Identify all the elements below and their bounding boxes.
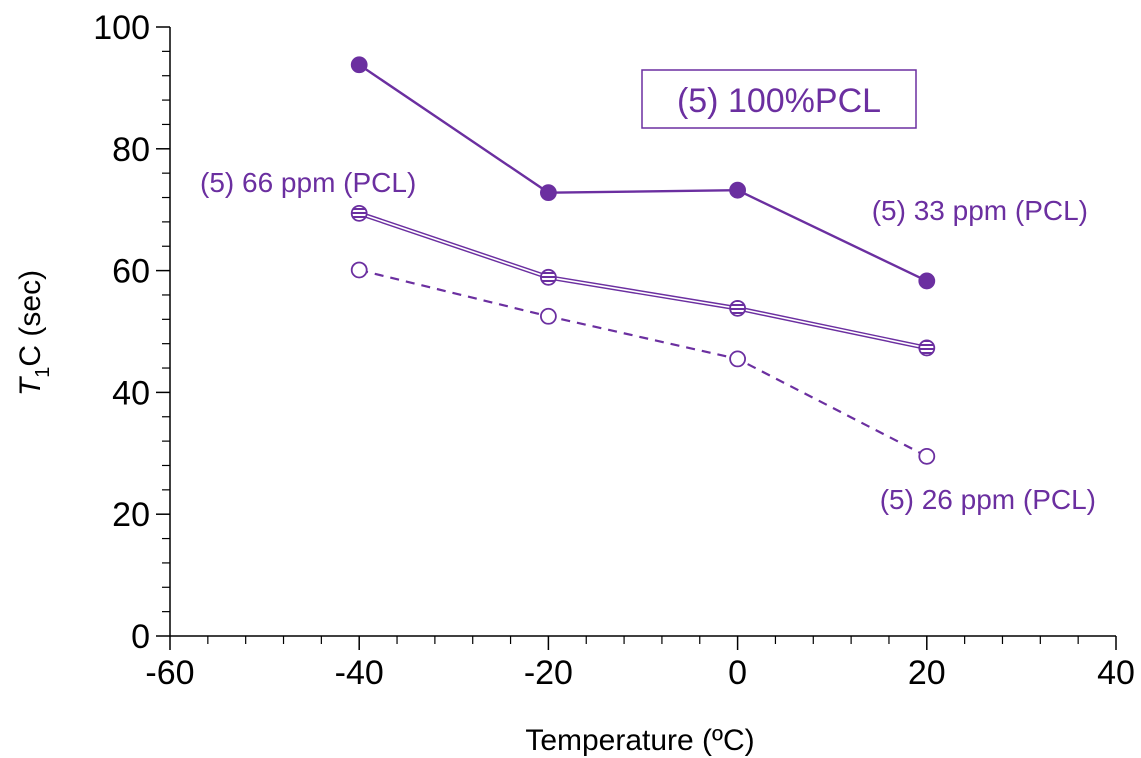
x-axis-title: Temperature (ºC) — [525, 724, 754, 757]
x-tick-label: 40 — [1097, 654, 1135, 692]
x-tick-label: -20 — [524, 654, 573, 692]
data-point — [350, 56, 368, 74]
x-tick-label: -60 — [145, 654, 194, 692]
x-tick-label: 0 — [728, 654, 747, 692]
data-point — [918, 339, 936, 357]
axes — [156, 26, 1117, 650]
y-tick-label: 40 — [112, 374, 150, 412]
data-point — [729, 181, 746, 199]
series-label-2: (5) 66 ppm (PCL) — [200, 167, 416, 198]
data-point — [350, 261, 368, 279]
y-tick-label: 100 — [93, 9, 150, 47]
series-line — [358, 268, 928, 458]
series-label-1: (5) 33 ppm (PCL) — [872, 195, 1088, 226]
y-tick-label: 20 — [112, 496, 150, 534]
y-axis-title-rest: C (sec) — [14, 270, 47, 367]
data-point — [540, 307, 557, 325]
y-tick-label: 60 — [112, 253, 150, 291]
annotation-box: (5) 100%PCL — [641, 69, 917, 129]
series-1 — [350, 56, 936, 290]
series-2 — [350, 204, 936, 357]
x-tick-label: -40 — [335, 654, 384, 692]
annotation-box-frame — [641, 69, 917, 129]
data-point — [729, 350, 746, 368]
x-tick-label: 20 — [908, 654, 946, 692]
y-axis-title: T1C (sec) — [14, 270, 54, 396]
data-point — [350, 204, 368, 222]
y-tick-label: 80 — [112, 131, 150, 169]
y-tick-label: 0 — [131, 618, 150, 656]
data-point — [540, 184, 557, 202]
y-axis-title-italic: T — [14, 375, 47, 396]
data-point — [918, 272, 936, 290]
data-point — [729, 299, 746, 317]
data-point — [540, 268, 557, 286]
labels-layer: Temperature (ºC) T1C (sec) 0 20 40 60 80 100 -… — [14, 9, 1135, 757]
series-line-outer — [358, 211, 928, 351]
series-line — [358, 63, 928, 283]
series-line-inner — [358, 212, 927, 349]
series-3 — [350, 261, 936, 465]
y-axis-title-subscript: 1 — [32, 367, 54, 378]
data-point — [918, 447, 936, 465]
series-layer — [350, 56, 936, 465]
annotation-box-label: (5) 100%PCL — [677, 82, 881, 120]
series-label-3: (5) 26 ppm (PCL) — [880, 484, 1096, 515]
